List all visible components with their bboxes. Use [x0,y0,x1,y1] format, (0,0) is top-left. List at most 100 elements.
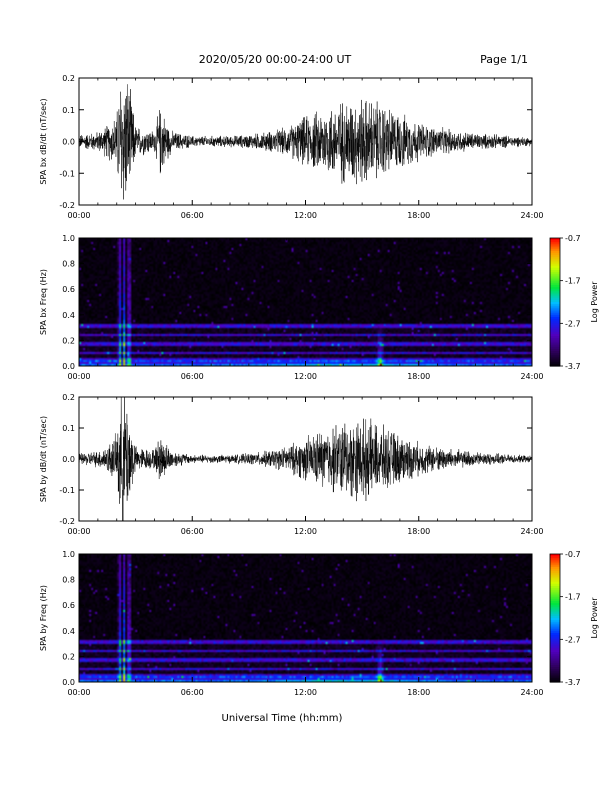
colorbar-segment [550,308,560,312]
colorbar-segment [550,660,560,664]
colorbar-segment [550,348,560,352]
x-tick-label: 06:00 [181,372,204,381]
colorbar-segment [550,581,560,585]
colorbar-segment [550,607,560,611]
colorbar-segment [550,293,560,297]
x-tick-label: 18:00 [407,211,430,220]
colorbar-segment [550,592,560,596]
y-axis-label: SPA by dB/dt (nT/sec) [39,416,48,502]
colorbar-segment [550,272,560,275]
colorbar-segment [550,274,560,277]
colorbar-segment [550,662,560,666]
colorbar-segment [550,577,560,581]
colorbar-tick-label: -2.7 [565,319,581,328]
y-tick-label: 0.0 [62,455,75,464]
y-tick-label: 0.2 [62,74,75,83]
colorbar-segment [550,568,560,572]
colorbar-segment [550,316,560,320]
colorbar-segment [550,598,560,602]
colorbar-segment [550,244,560,248]
by-spectrogram-panel: 0.0 0.2 0.4 0.6 0.8 1.0 00:00 06:00 12:00 18:00 24… [39,550,599,697]
bx-waveform-panel: -0.2 -0.1 0.0 0.1 0.2 00:00 06:00 12:00 18:00 24:… [39,74,544,220]
y-axis-label: SPA by Freq (Hz) [39,585,48,651]
x-tick-label: 24:00 [520,211,543,220]
colorbar-segment [550,312,560,316]
y-tick-label: 0.4 [62,627,75,636]
colorbar-label: Log Power [590,281,599,323]
colorbar-segment [550,289,560,292]
colorbar-segment [550,319,560,322]
figure-title: 2020/05/20 00:00-24:00 UT [199,53,352,66]
colorbar-segment [550,635,560,638]
y-axis-label: SPA bx dB/dt (nT/sec) [39,98,48,184]
x-tick-label: 06:00 [181,211,204,220]
colorbar-segment [550,351,560,354]
y-tick-label: -0.1 [59,169,75,178]
colorbar-segment [550,265,560,269]
plot-frame [78,396,533,522]
colorbar-segment [550,626,560,630]
colorbar-segment [550,314,560,318]
colorbar-segment [550,267,560,271]
colorbar-segment [550,637,560,640]
colorbar-tick-label: -3.7 [565,362,581,371]
colorbar-segment [550,284,560,288]
colorbar-segment [550,240,560,243]
colorbar-segment [550,263,560,267]
colorbar-segment [550,654,560,657]
y-tick-label: 0.0 [62,362,75,371]
colorbar-segment [550,628,560,632]
plot-frame [78,237,533,367]
colorbar-segment [550,331,560,335]
y-tick-label: -0.2 [59,201,75,210]
waveform-trace [79,397,532,521]
colorbar-segment [550,280,560,284]
colorbar-segment [550,573,560,576]
colorbar-segment [550,304,560,307]
spectrogram-image [79,238,532,366]
x-tick-label: 00:00 [67,211,90,220]
colorbar-segment [550,255,560,258]
x-tick-label: 24:00 [520,527,543,536]
colorbar-segment [550,622,560,625]
colorbar-segment [550,261,560,265]
y-tick-label: 0.1 [62,106,75,115]
x-tick-label: 12:00 [294,211,317,220]
colorbar-segment [550,590,560,593]
colorbar-segment [550,583,560,587]
colorbar-segment [550,632,560,636]
colorbar-segment [550,363,560,367]
colorbar-tick-label: -0.7 [565,550,581,559]
colorbar-segment [550,656,560,660]
colorbar-segment [550,609,560,613]
colorbar-segment [550,323,560,327]
colorbar-segment [550,613,560,617]
y-tick-label: 0.4 [62,311,75,320]
plot-frame [78,553,533,683]
y-tick-label: 0.8 [62,576,75,585]
colorbar-segment [550,310,560,314]
y-tick-label: 0.8 [62,260,75,269]
colorbar-segment [550,647,560,651]
colorbar-tick-label: -1.7 [565,277,581,286]
colorbar-segment [550,620,560,623]
colorbar-segment [550,295,560,299]
colorbar-tick-label: -0.7 [565,234,581,243]
y-tick-label: 0.2 [62,652,75,661]
colorbar-segment [550,624,560,628]
x-tick-label: 06:00 [181,688,204,697]
colorbar-segment [550,355,560,359]
y-tick-label: 0.2 [62,393,75,402]
colorbar-segment [550,671,560,675]
by-waveform-panel: -0.2 -0.1 0.0 0.1 0.2 00:00 06:00 12:00 18:00 24:… [39,393,544,536]
colorbar-segment [550,242,560,245]
colorbar-segment [550,329,560,333]
colorbar-segment [550,276,560,280]
colorbar-segment [550,287,560,290]
y-tick-label: 1.0 [62,550,75,559]
colorbar-segment [550,603,560,606]
colorbar-segment [550,278,560,282]
colorbar-segment [550,586,560,589]
y-axis-label: SPA bx Freq (Hz) [39,269,48,335]
colorbar-segment [550,605,560,608]
